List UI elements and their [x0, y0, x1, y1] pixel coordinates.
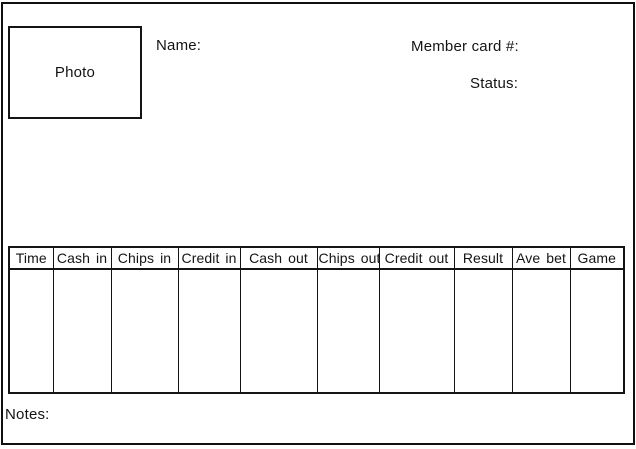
status-label: Status: [470, 75, 519, 92]
column-header-credit-out: Credit out [378, 246, 455, 270]
column-header-result: Result [453, 246, 513, 270]
cell-result[interactable] [453, 268, 513, 394]
photo-label: Photo [54, 64, 96, 81]
cell-credit-out[interactable] [378, 268, 455, 394]
notes-label: Notes: [5, 406, 50, 423]
cell-game[interactable] [569, 268, 625, 394]
column-header-cash-in: Cash in [52, 246, 112, 270]
notes-value-area[interactable] [52, 403, 622, 439]
cell-time[interactable] [8, 268, 54, 394]
cell-chips-in[interactable] [110, 268, 179, 394]
rating-table-header-row: Time Cash in Chips in Credit in Cash out… [8, 246, 625, 270]
rating-table-entry-row [8, 268, 625, 394]
cell-ave-bet[interactable] [511, 268, 571, 394]
column-header-ave-bet: Ave bet [511, 246, 571, 270]
cell-cash-in[interactable] [52, 268, 112, 394]
status-value-area[interactable] [520, 72, 625, 94]
column-header-credit-in: Credit in [177, 246, 241, 270]
column-header-game: Game [569, 246, 625, 270]
cell-cash-out[interactable] [239, 268, 318, 394]
cell-chips-out[interactable] [316, 268, 380, 394]
member-card-value-area[interactable] [510, 35, 625, 57]
member-card-label: Member card #: [411, 38, 519, 55]
cell-credit-in[interactable] [177, 268, 241, 394]
column-header-time: Time [8, 246, 54, 270]
column-header-cash-out: Cash out [239, 246, 318, 270]
name-label: Name: [156, 37, 202, 54]
name-value-area[interactable] [200, 34, 390, 56]
column-header-chips-in: Chips in [110, 246, 179, 270]
column-header-chips-out: Chips out [316, 246, 380, 270]
photo-placeholder-box[interactable]: Photo [8, 26, 142, 119]
rating-table: Time Cash in Chips in Credit in Cash out… [8, 246, 625, 394]
